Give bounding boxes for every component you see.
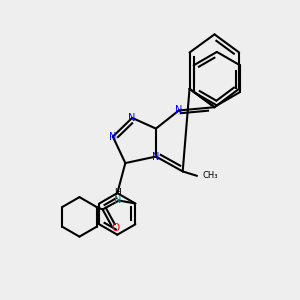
Text: N: N xyxy=(152,152,160,161)
Text: N: N xyxy=(114,195,121,205)
Text: O: O xyxy=(111,223,119,233)
Text: N: N xyxy=(128,113,136,123)
Text: CH₃: CH₃ xyxy=(202,171,218,180)
Text: H: H xyxy=(114,188,121,197)
Text: N: N xyxy=(175,106,182,116)
Text: N: N xyxy=(109,132,116,142)
